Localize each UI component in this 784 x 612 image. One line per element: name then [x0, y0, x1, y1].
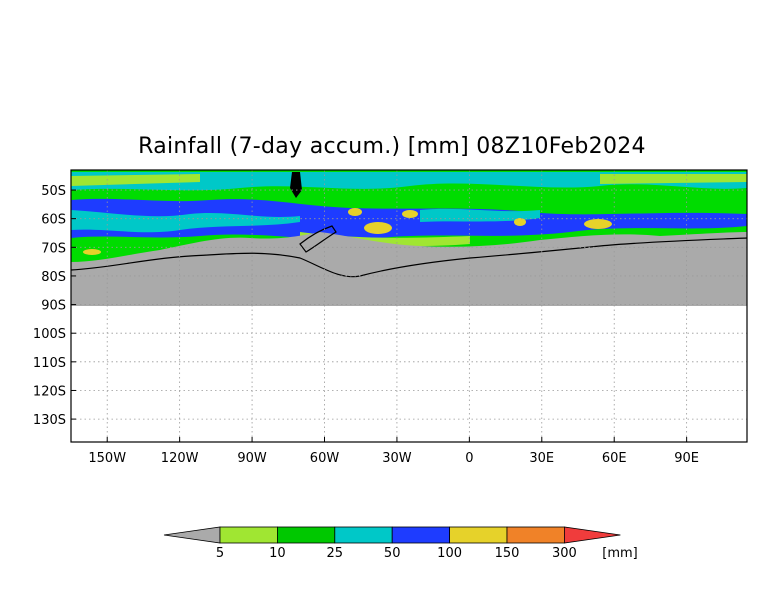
colorbar: 5 10 25 50 100 150 300 [mm]: [163, 526, 638, 561]
lat-tick-label: 130S: [33, 413, 66, 428]
lat-tick-label: 80S: [41, 270, 66, 285]
colorbar-label: 150: [495, 546, 520, 561]
lon-tick-label: 150W: [88, 451, 126, 466]
precip-field: [71, 170, 747, 442]
colorbar-label: 5: [216, 546, 224, 561]
lat-tick-label: 110S: [33, 356, 66, 371]
lon-tick-label: 90W: [237, 451, 267, 466]
colorbar-label: 10: [269, 546, 286, 561]
colorbar-segment: [334, 526, 393, 544]
colorbar-unit: [mm]: [602, 546, 637, 561]
colorbar-label: 50: [384, 546, 401, 561]
lat-tick-labels: 50S 60S 70S 80S 90S 100S 110S 120S 130S: [33, 184, 66, 428]
colorbar-label: 25: [327, 546, 344, 561]
lon-tick-label: 120W: [161, 451, 199, 466]
map-title: Rainfall (7-day accum.) [mm] 08Z10Feb202…: [138, 134, 646, 159]
colorbar-segment: [449, 526, 508, 544]
lon-tick-labels: 150W 120W 90W 60W 30W 0 30E 60E 90E: [88, 451, 699, 466]
lon-tick-label: 0: [465, 451, 473, 466]
lon-tick-label: 60W: [310, 451, 340, 466]
lon-tick-label: 30W: [382, 451, 412, 466]
lon-tick-label: 60E: [602, 451, 627, 466]
colorbar-segment: [391, 526, 451, 544]
colorbar-label: 100: [437, 546, 462, 561]
colorbar-label: 300: [552, 546, 577, 561]
lon-tick-label: 30E: [529, 451, 554, 466]
lat-tick-label: 60S: [41, 213, 66, 228]
lat-tick-label: 100S: [33, 327, 66, 342]
lat-tick-label: 90S: [41, 299, 66, 314]
lat-tick-label: 50S: [41, 184, 66, 199]
map-gridlines: [71, 170, 747, 442]
lon-tick-label: 90E: [674, 451, 699, 466]
plot-frame: [70, 169, 748, 443]
colorbar-segment: [219, 526, 278, 544]
colorbar-under-triangle: [163, 526, 221, 544]
colorbar-over-triangle: [564, 526, 621, 544]
colorbar-segment: [276, 526, 336, 544]
lat-tick-label: 120S: [33, 384, 66, 399]
lat-tick-label: 70S: [41, 241, 66, 256]
colorbar-segment: [506, 526, 565, 544]
